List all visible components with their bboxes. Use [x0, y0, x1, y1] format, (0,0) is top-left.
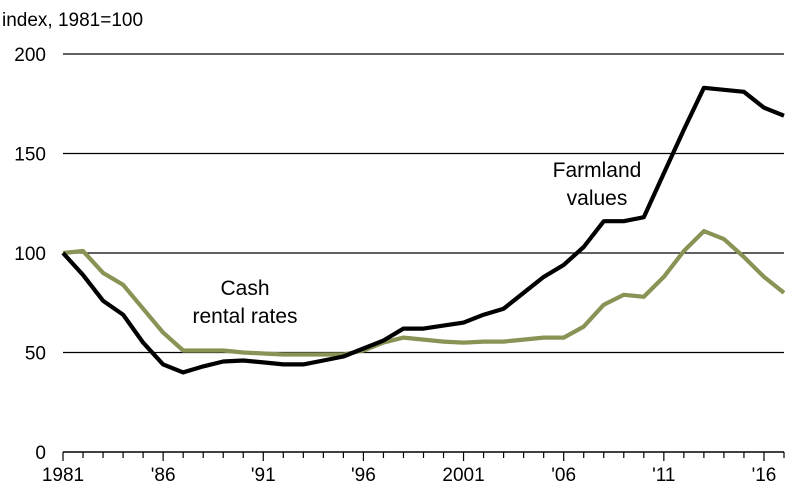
x-axis: 1981 '86 '91 '96 2001 '06 '11 '16	[42, 451, 785, 486]
x-tick-label: '91	[251, 465, 276, 486]
series-line-farmland-values	[61, 85, 785, 375]
x-tick-label: 1981	[42, 465, 84, 486]
series-label-cash-rental-rates: Cash	[220, 277, 269, 300]
series-label-farmland-values: Farmland	[553, 159, 642, 182]
series-label-cash-rental-rates: rental rates	[192, 305, 297, 328]
y-tick-label: 150	[14, 145, 46, 166]
y-tick-label: 50	[25, 344, 46, 365]
x-tick-label: 2001	[442, 465, 484, 486]
x-tick-label: '11	[652, 465, 675, 486]
y-tick-label: 100	[14, 244, 46, 265]
y-tick-labels: 0 50 100 150 200	[14, 45, 46, 464]
x-tick-label: '16	[752, 465, 777, 486]
x-tick-label: '06	[551, 465, 576, 486]
x-tick-label: '96	[351, 465, 376, 486]
series-line-cash-rental-rates	[62, 229, 786, 357]
x-tick-label: '86	[151, 465, 176, 486]
series-labels: Farmland values Cash rental rates	[192, 159, 641, 328]
y-axis-unit-label: index, 1981=100	[2, 10, 143, 31]
gridlines	[63, 53, 784, 354]
series-label-farmland-values: values	[567, 187, 628, 210]
y-tick-label: 200	[14, 45, 46, 66]
series-lines	[61, 85, 786, 375]
y-tick-label: 0	[35, 443, 46, 464]
